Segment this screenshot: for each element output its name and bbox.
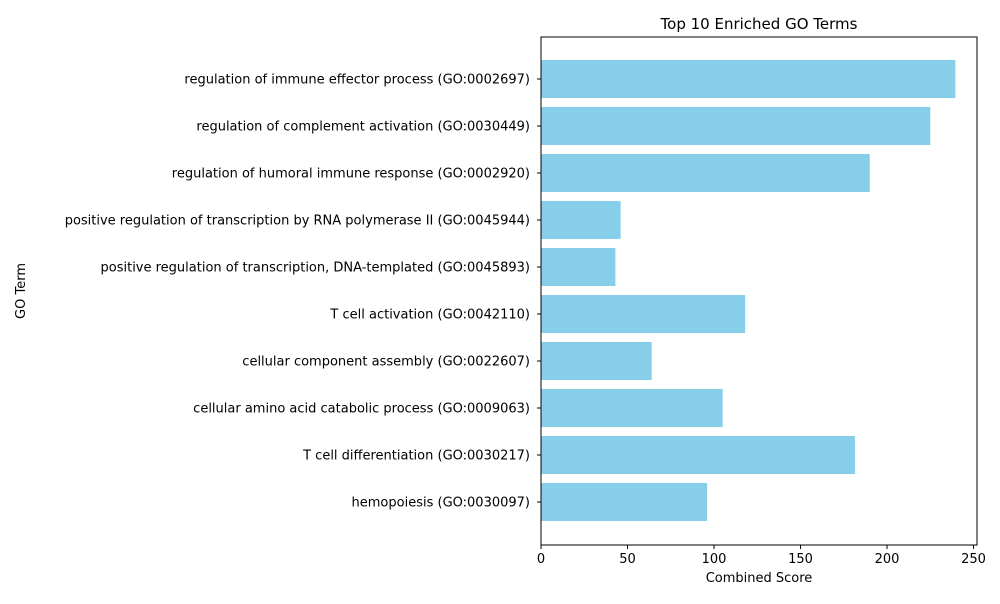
y-tick-label: regulation of complement activation (GO:… (196, 120, 530, 135)
bar (541, 201, 621, 239)
y-tick-label: positive regulation of transcription by … (65, 214, 530, 229)
x-tick-label: 200 (875, 552, 900, 567)
plot-frame (540, 36, 978, 546)
x-tick-label: 50 (619, 552, 636, 567)
y-tick-labels: regulation of immune effector process (G… (65, 73, 541, 511)
x-tick-label: 0 (537, 552, 545, 567)
x-ticks: 0 50 100 150 200 250 (537, 545, 986, 567)
bar (541, 483, 708, 521)
y-tick-label: cellular component assembly (GO:0022607) (242, 355, 530, 370)
y-tick-label: regulation of humoral immune response (G… (172, 167, 530, 182)
x-tick-label: 100 (702, 552, 727, 567)
x-axis-label: Combined Score (706, 571, 813, 586)
y-axis-label: GO Term (14, 263, 29, 319)
y-tick-label: regulation of immune effector process (G… (184, 73, 530, 88)
y-tick-label: hemopoiesis (GO:0030097) (352, 496, 530, 511)
y-tick-label: cellular amino acid catabolic process (G… (193, 402, 530, 417)
bar (541, 295, 746, 333)
bar (541, 342, 652, 380)
x-tick-label: 250 (961, 552, 986, 567)
chart-title: Top 10 Enriched GO Terms (660, 15, 858, 33)
bar (541, 436, 856, 474)
bar (541, 154, 870, 192)
y-tick-label: T cell differentiation (GO:0030217) (302, 449, 530, 464)
bar (541, 107, 931, 145)
bar (541, 60, 956, 98)
y-tick-label: positive regulation of transcription, DN… (101, 261, 531, 276)
y-tick-label: T cell activation (GO:0042110) (329, 308, 530, 323)
bar (541, 248, 616, 286)
bars-group (541, 60, 956, 521)
bar (541, 389, 723, 427)
x-tick-label: 150 (788, 552, 813, 567)
